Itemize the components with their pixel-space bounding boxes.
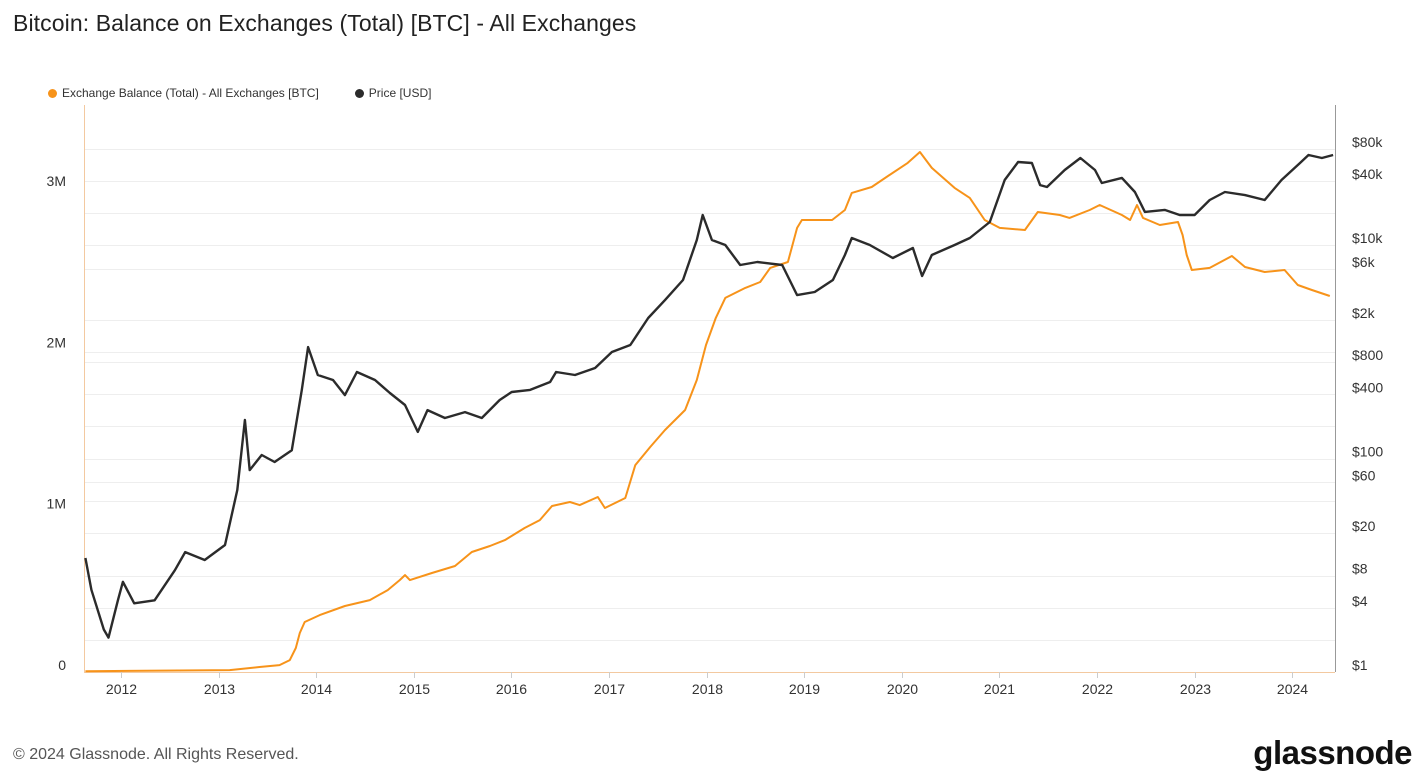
right-axis-ticks: $1 $4 $8 $20 $60 $100 $400 $800 $2k $6k $10k $40k $8… xyxy=(1352,134,1383,673)
right-tick-label: $100 xyxy=(1352,444,1383,460)
right-tick-label: $6k xyxy=(1352,254,1376,270)
right-tick-label: $2k xyxy=(1352,305,1376,321)
right-tick-label: $60 xyxy=(1352,467,1376,483)
legend: Exchange Balance (Total) - All Exchanges… xyxy=(48,86,431,100)
gridlines xyxy=(84,149,1335,673)
right-tick-label: $20 xyxy=(1352,518,1376,534)
series-line-exchange-balance xyxy=(85,151,1331,673)
x-tick-label: 2018 xyxy=(692,681,723,697)
right-tick-label: $4 xyxy=(1352,593,1368,609)
x-tick-label: 2019 xyxy=(789,681,820,697)
x-tick-label: 2017 xyxy=(594,681,625,697)
legend-dot-price xyxy=(354,88,364,98)
x-tick-label: 2013 xyxy=(204,681,235,697)
chart-title: Bitcoin: Balance on Exchanges (Total) [B… xyxy=(13,10,637,36)
x-tick-label: 2023 xyxy=(1180,681,1211,697)
left-tick-label: 3M xyxy=(47,173,66,189)
x-axis-ticks: 2012 2013 2014 2015 2016 2017 2018 2019 2020 2021… xyxy=(106,672,1308,697)
x-tick-label: 2016 xyxy=(496,681,527,697)
left-axis-ticks: 0 1M 2M 3M xyxy=(47,173,67,673)
left-tick-label: 1M xyxy=(47,496,66,512)
glassnode-logo[interactable]: glassnode xyxy=(1253,734,1412,771)
legend-label-balance: Exchange Balance (Total) - All Exchanges… xyxy=(62,86,319,100)
right-tick-label: $40k xyxy=(1352,166,1383,182)
right-tick-label: $80k xyxy=(1352,134,1383,150)
x-tick-label: 2014 xyxy=(301,681,332,697)
legend-item-price[interactable]: Price [USD] xyxy=(354,86,432,100)
legend-dot-balance xyxy=(48,88,57,98)
right-tick-label: $8 xyxy=(1352,561,1368,577)
legend-label-price: Price [USD] xyxy=(368,86,432,100)
legend-item-balance[interactable]: Exchange Balance (Total) - All Exchanges… xyxy=(48,86,319,100)
x-tick-label: 2021 xyxy=(984,681,1015,697)
x-tick-label: 2024 xyxy=(1277,681,1308,697)
x-tick-label: 2015 xyxy=(399,681,430,697)
left-tick-label: 0 xyxy=(58,657,66,673)
right-tick-label: $800 xyxy=(1352,347,1383,363)
x-tick-label: 2022 xyxy=(1082,681,1113,697)
left-tick-label: 2M xyxy=(47,334,66,350)
x-tick-label: 2012 xyxy=(106,681,137,697)
right-tick-label: $10k xyxy=(1352,230,1383,246)
x-tick-label: 2020 xyxy=(887,681,918,697)
right-tick-label: $1 xyxy=(1352,657,1368,673)
right-tick-label: $400 xyxy=(1352,379,1383,395)
copyright-footer: © 2024 Glassnode. All Rights Reserved. xyxy=(13,746,299,763)
series-line-price xyxy=(84,153,1334,639)
